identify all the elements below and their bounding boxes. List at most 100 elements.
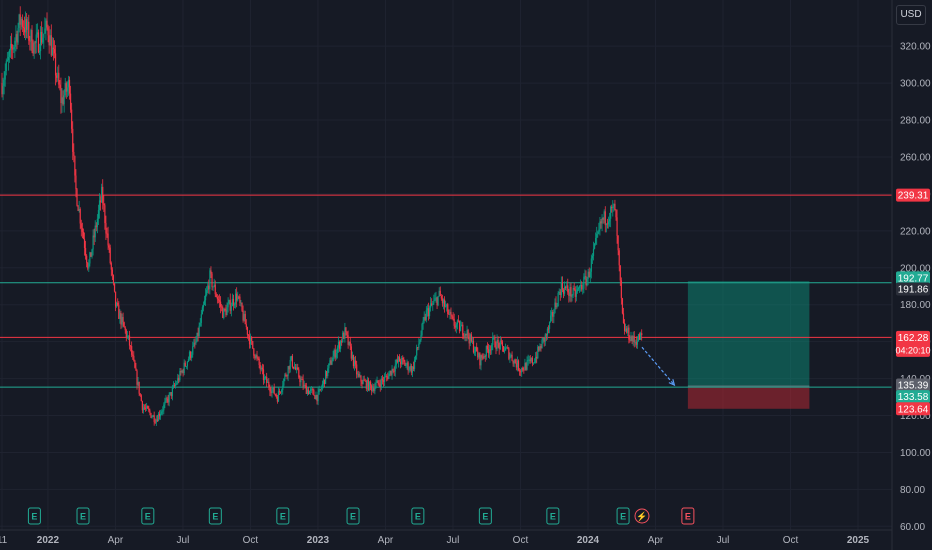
candle-body	[403, 359, 405, 362]
candle-body	[610, 206, 612, 219]
candle-body	[214, 284, 216, 295]
candle-body	[204, 294, 207, 301]
candle-body	[281, 390, 283, 392]
candle-body	[535, 356, 537, 363]
candle-body	[607, 221, 610, 225]
candle-body	[120, 312, 122, 325]
candle-body	[618, 250, 620, 266]
long-position-tool[interactable]	[687, 281, 810, 409]
candle-body	[620, 280, 622, 299]
candle-body	[394, 364, 396, 372]
candle-body	[513, 359, 515, 364]
candle-body	[455, 324, 457, 328]
candle-body	[423, 316, 425, 321]
earnings-icon	[208, 507, 222, 525]
candle-body	[44, 28, 46, 34]
candle-body	[542, 338, 544, 340]
candle-body	[630, 336, 632, 341]
candle-body	[599, 221, 601, 230]
candle-body	[227, 303, 229, 308]
earnings-icon	[141, 507, 155, 525]
candle-body	[33, 42, 35, 54]
candle-body	[46, 20, 48, 28]
horizontal-lines[interactable]	[0, 194, 892, 388]
candle-body	[305, 385, 307, 394]
candle-body	[297, 367, 299, 370]
candle-body	[636, 341, 639, 345]
candle-body	[373, 388, 375, 392]
candle-body	[338, 341, 341, 349]
earnings-label: E	[482, 512, 488, 522]
candle-body	[221, 306, 223, 308]
candle-body	[585, 276, 587, 286]
candle-body	[396, 359, 399, 363]
candle-body	[92, 235, 94, 250]
candle-body	[441, 298, 444, 304]
candle-body	[54, 53, 57, 76]
target-zone[interactable]	[687, 281, 810, 388]
earnings-label: E	[31, 512, 37, 522]
candle-body	[409, 365, 411, 370]
candle-body	[557, 292, 559, 307]
candle-body	[18, 14, 20, 28]
candle-body	[181, 370, 183, 373]
candle-body	[93, 235, 95, 238]
candle-body	[306, 389, 308, 394]
price-badge-label: 191.86	[898, 285, 929, 296]
candle-body	[606, 223, 609, 225]
candle-body	[551, 312, 553, 316]
candle-body	[234, 293, 237, 305]
candle-body	[632, 335, 634, 342]
currency-button[interactable]: USD	[896, 5, 926, 25]
candle-body	[446, 304, 448, 307]
arrow-line[interactable]	[641, 346, 675, 386]
candle-body	[368, 381, 371, 391]
candle-body	[510, 355, 512, 357]
candle-body	[422, 320, 424, 325]
candle-body	[629, 339, 631, 341]
candle-body	[440, 295, 442, 299]
candle-body	[390, 370, 392, 376]
candle-body	[174, 383, 177, 386]
candle-body	[436, 297, 438, 306]
candle-body	[345, 327, 347, 332]
candle-body	[12, 48, 14, 50]
candle-body	[142, 407, 145, 411]
candle-body	[596, 233, 598, 239]
candle-body	[524, 363, 526, 371]
candle-body	[116, 302, 118, 307]
candle-body	[129, 345, 132, 347]
candle-body	[604, 211, 606, 226]
candle-body	[495, 347, 497, 350]
candle-body	[565, 286, 567, 289]
candle-body	[321, 383, 323, 389]
candle-body	[295, 367, 297, 370]
candle-body	[362, 379, 364, 384]
candle-body	[286, 375, 288, 377]
candle-body	[525, 363, 527, 370]
candle-body	[464, 333, 466, 337]
time-tick-label: Jul	[447, 535, 460, 546]
candle-body	[491, 344, 493, 351]
candle-body	[293, 367, 296, 369]
projection-arrow[interactable]	[641, 346, 676, 387]
candle-body	[461, 324, 463, 327]
candle-body	[400, 361, 402, 365]
earnings-icon	[27, 507, 41, 525]
candle-body	[242, 310, 244, 321]
candle-body	[39, 31, 42, 52]
candle-body	[122, 317, 124, 323]
candle-body	[319, 389, 321, 391]
stop-zone[interactable]	[687, 387, 810, 409]
candle-body	[593, 243, 596, 249]
earnings-label: E	[415, 512, 421, 522]
candle-body	[315, 394, 317, 400]
candle-body	[270, 391, 272, 394]
earnings-label: E	[145, 512, 151, 522]
candle-body	[108, 245, 110, 248]
candle-body	[132, 354, 134, 356]
candle-body	[176, 383, 178, 385]
price-badge-label: 192.77	[898, 273, 929, 284]
candle-body	[548, 321, 551, 329]
